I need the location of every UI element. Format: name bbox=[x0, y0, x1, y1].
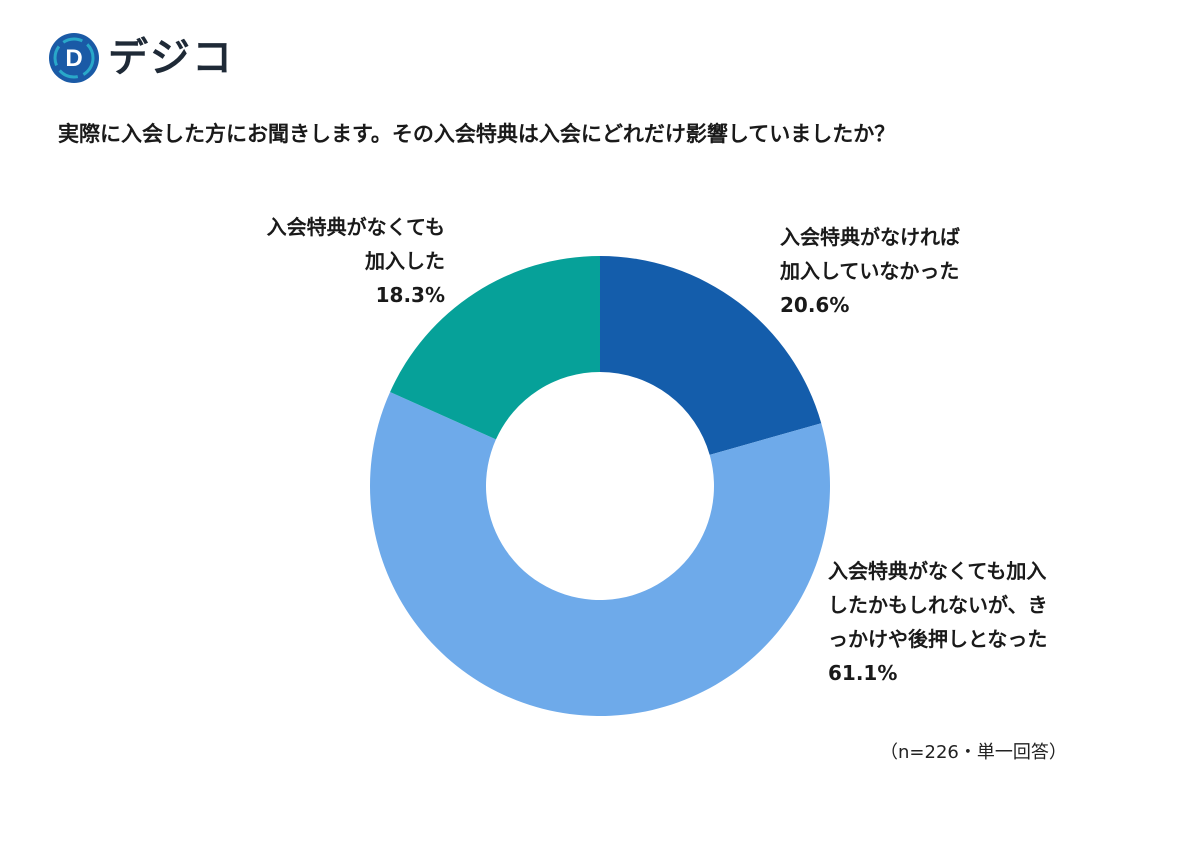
slice-label-line: 入会特典がなければ bbox=[780, 225, 960, 249]
slice-value-label: 61.1% bbox=[828, 661, 898, 685]
logo-accent bbox=[53, 37, 95, 79]
slice-label-line: 入会特典がなくても加入 bbox=[828, 559, 1047, 583]
slice-push bbox=[369, 392, 830, 717]
slice-label-would-join: 入会特典がなくても 加入した 18.3% bbox=[205, 210, 445, 312]
page-title: 実際に入会した方にお聞きします。その入会特典は入会にどれだけ影響していましたか？ bbox=[58, 122, 896, 146]
logo-letter: D bbox=[65, 45, 82, 72]
brand-name: デジコ bbox=[108, 35, 234, 81]
slice-label-line: 加入した bbox=[365, 249, 445, 273]
brand-logo-icon: D bbox=[49, 33, 99, 83]
slice-value-label: 20.6% bbox=[780, 293, 850, 317]
sample-note: （n=226・単一回答） bbox=[880, 742, 1067, 763]
slice-label-not-join: 入会特典がなければ 加入していなかった 20.6% bbox=[780, 220, 960, 322]
slice-label-line: したかもしれないが、き bbox=[828, 593, 1048, 617]
slice-label-line: っかけや後押しとなった bbox=[828, 627, 1048, 651]
brand-logo: D デジコ bbox=[48, 30, 234, 86]
slice-label-push: 入会特典がなくても加入 したかもしれないが、き っかけや後押しとなった 61.1… bbox=[828, 554, 1048, 690]
slice-label-line: 加入していなかった bbox=[780, 259, 960, 283]
slice-not-join bbox=[600, 256, 822, 455]
slice-value-label: 18.3% bbox=[375, 283, 445, 307]
slice-would-join bbox=[390, 256, 600, 440]
slice-label-line: 入会特典がなくても bbox=[266, 215, 445, 239]
